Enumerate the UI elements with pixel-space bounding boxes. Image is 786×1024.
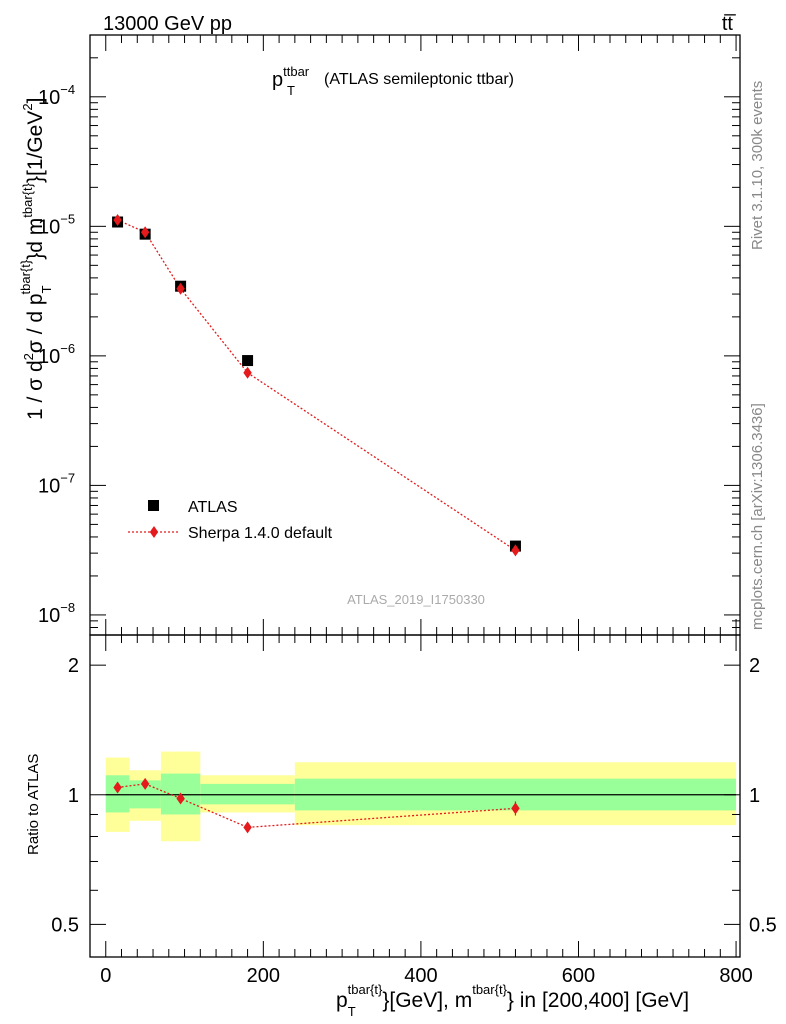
sherpa-data-point	[176, 282, 185, 295]
ratio-data-point	[176, 792, 185, 805]
legend-sherpa-marker	[149, 526, 159, 538]
atlas-data-point	[242, 355, 254, 367]
main-frame	[89, 34, 741, 636]
ratio-y-tick-label: 1	[68, 785, 79, 807]
main-y-axis-label: 1 / σ d2σ / d pTtbar{t}}d mtbar{t}}[1/Ge…	[18, 98, 54, 420]
ratio-y-axis-label: Ratio to ATLAS	[25, 754, 42, 855]
legend-atlas-label: ATLAS	[188, 499, 238, 516]
main-y-tick-label: 10−7	[38, 470, 75, 497]
legend-sherpa-label: Sherpa 1.4.0 default	[188, 525, 333, 542]
ratio-y-tick-label-right: 1	[749, 785, 760, 807]
ratio-y-tick-label-right: 0.5	[749, 914, 777, 936]
x-tick-label: 200	[247, 965, 280, 987]
main-y-tick-label: 10−6	[38, 341, 75, 368]
legend: ATLAS Sherpa 1.4.0 default	[128, 499, 333, 542]
ratio-y-tick-label: 0.5	[51, 914, 79, 936]
main-panel: 10−8 10−7 10−6 10−5 10−4 ATLAS Sherpa 1.4.0 de…	[38, 34, 741, 636]
main-y-tick-label: 10−5	[38, 211, 75, 238]
ratio-data-point	[243, 821, 252, 834]
rivet-version-label: Rivet 3.1.10, 300k events	[749, 81, 766, 250]
ratio-data-point	[140, 777, 150, 790]
ratio-frame	[89, 634, 741, 958]
ratio-panel: 0 200 400 600 800 0.5 0.5 1 1 2 2	[51, 634, 777, 987]
process-label: tt̅	[722, 13, 736, 35]
x-tick-label: 400	[404, 965, 437, 987]
main-title: pttbar T(ATLAS semileptonic ttbar)	[272, 64, 514, 98]
ratio-y-tick-label: 2	[68, 655, 79, 677]
main-y-tick-label: 10−4	[38, 82, 75, 109]
ratio-band-green	[200, 783, 295, 805]
x-tick-label: 600	[562, 965, 595, 987]
ratio-data-point	[511, 802, 520, 815]
sherpa-line	[117, 219, 516, 551]
ratio-y-tick-label-right: 2	[749, 655, 760, 677]
x-tick-label: 800	[719, 965, 752, 987]
sherpa-data-point	[113, 213, 122, 226]
legend-atlas-marker	[148, 500, 159, 511]
x-axis-label: pTtbar{t}}[GeV], mtbar{t}} in [200,400] …	[336, 982, 689, 1019]
ratio-data-point	[113, 781, 122, 794]
analysis-watermark: ATLAS_2019_I1750330	[347, 592, 485, 607]
sherpa-data-point	[140, 226, 150, 239]
energy-label: 13000 GeV pp	[103, 13, 232, 35]
ratio-band-green	[105, 775, 130, 813]
mcplots-label: mcplots.cern.ch [arXiv:1306.3436]	[749, 403, 766, 630]
sherpa-data-point	[511, 544, 520, 557]
main-y-tick-label: 10−8	[38, 600, 75, 627]
ratio-sherpa-line	[117, 783, 516, 829]
x-tick-label: 0	[100, 965, 111, 987]
sherpa-data-point	[243, 366, 252, 379]
